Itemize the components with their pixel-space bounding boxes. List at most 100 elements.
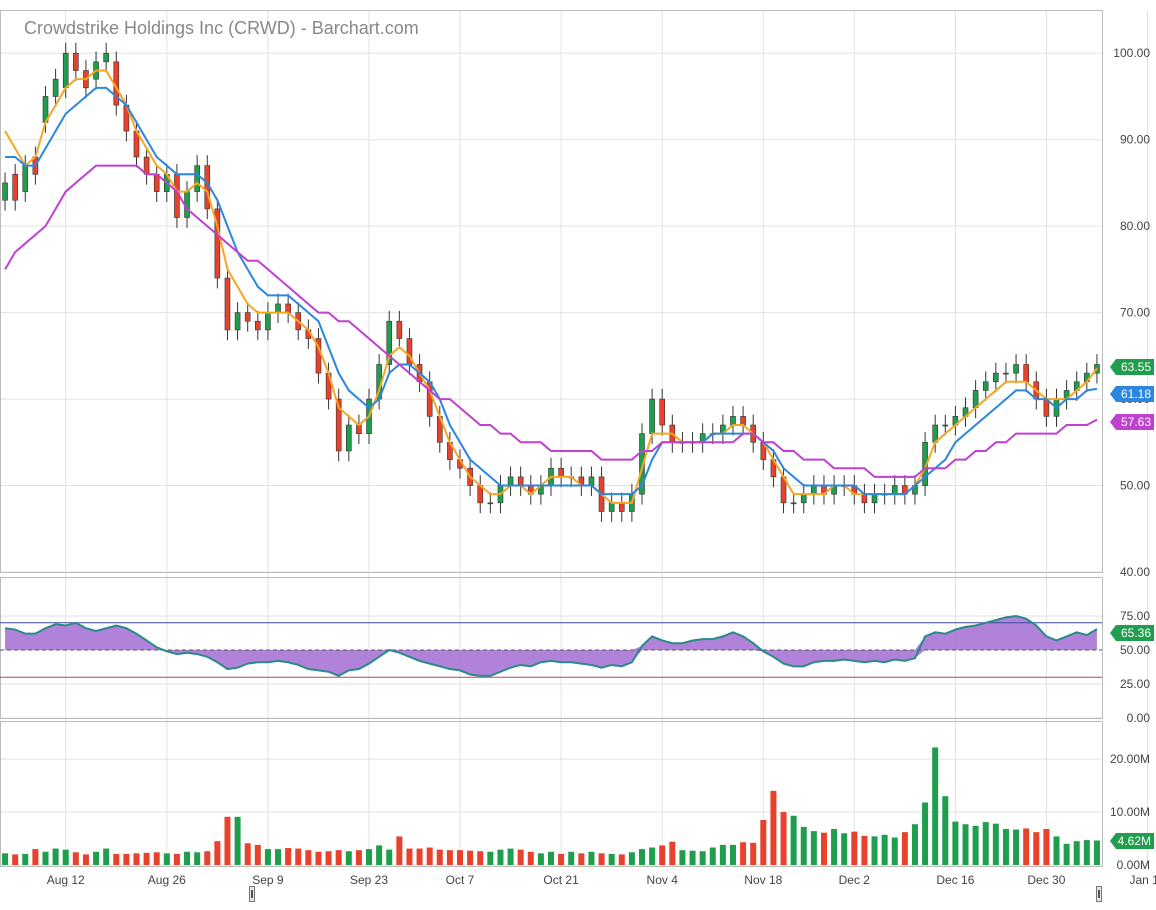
candle-body [618, 502, 625, 512]
x-tick-label: Dec 2 [839, 873, 871, 887]
ma-mid-tag-bg [1110, 386, 1154, 402]
price-panel [2, 42, 1100, 522]
volume-bar [224, 816, 231, 865]
volume-bar [477, 851, 484, 865]
volume-bar [103, 848, 110, 865]
volume-bar [153, 852, 160, 865]
volume-bar [264, 849, 271, 865]
volume-bar [173, 853, 180, 865]
volume-bar [800, 826, 807, 865]
volume-bar [588, 851, 595, 865]
candle-body [659, 398, 666, 426]
scroll-left-handle[interactable] [249, 886, 255, 902]
volume-bar [52, 848, 59, 865]
volume-bar [871, 836, 878, 865]
candle-body [2, 182, 8, 201]
volume-bar [163, 853, 170, 865]
candle-body [942, 424, 949, 427]
moving-average-line [5, 86, 1098, 496]
volume-bar [366, 849, 373, 865]
volume-bar [123, 853, 130, 865]
volume-bar [335, 850, 342, 865]
candle-body [224, 277, 231, 331]
volume-bar [1093, 840, 1100, 865]
candle-body [255, 320, 261, 331]
volume-bar [628, 852, 635, 865]
volume-bar [770, 790, 777, 865]
volume-bar [911, 824, 918, 865]
volume-bar [1033, 832, 1040, 865]
volume-bar [932, 747, 939, 865]
volume-bar [578, 853, 585, 865]
candle-body [861, 493, 868, 504]
x-tick-label: Nov 4 [647, 873, 679, 887]
volume-bar [244, 843, 251, 865]
x-tick-label: Sep 23 [350, 873, 388, 887]
x-tick-label: Jan 13 [1129, 873, 1156, 887]
volume-value-tag-bg [1110, 833, 1154, 849]
volume-bar [396, 836, 403, 865]
volume-bar [669, 841, 676, 865]
candle-body [1013, 364, 1019, 374]
ma-long-tag-bg [1110, 414, 1154, 430]
volume-bar [780, 812, 787, 865]
panel-frame [0, 721, 1103, 867]
candle-body [871, 493, 878, 504]
volume-bar [760, 819, 767, 865]
volume-bar [446, 850, 453, 865]
candle-body [1003, 372, 1009, 375]
volume-bar [810, 831, 817, 865]
candle-body [891, 485, 898, 495]
candle-body [52, 78, 59, 97]
x-tick-label: Oct 21 [543, 873, 579, 887]
grid [0, 10, 1148, 867]
volume-bar [982, 822, 989, 865]
volume-bar [113, 853, 120, 865]
volume-bar [254, 844, 261, 865]
last-price-tag: 63.55 [1121, 360, 1151, 374]
volume-bar [1023, 828, 1030, 865]
volume-bar [133, 853, 140, 865]
candle-body [811, 485, 817, 495]
volume-bar [184, 851, 191, 865]
axes: Aug 12 Aug 26 Sep 9 Sep 23 Oct 7 Oct 21 Nov 4 N… [47, 46, 1156, 887]
price-y-tick-label: 90.00 [1120, 133, 1150, 147]
volume-bar [598, 853, 605, 865]
rsi-y-tick-label: 50.00 [1120, 643, 1150, 657]
scroll-right-handle[interactable] [1096, 886, 1102, 902]
candle-body [588, 476, 595, 486]
price-y-tick-label: 100.00 [1113, 46, 1150, 60]
rsi-panel [0, 614, 1102, 678]
candle-body [517, 476, 524, 486]
volume-bar [305, 850, 312, 865]
volume-y-tick-label: 10.00M [1110, 805, 1150, 819]
volume-bar [548, 851, 554, 865]
volume-bar [1013, 829, 1020, 865]
volume-bar [568, 851, 575, 865]
x-tick-label: Dec 30 [1027, 873, 1065, 887]
candle-body [12, 173, 18, 201]
volume-bar [457, 850, 464, 865]
price-y-tick-label: 50.00 [1120, 479, 1150, 493]
volume-bar [1043, 828, 1050, 865]
candle-body [265, 312, 271, 331]
candle-body [487, 502, 494, 505]
volume-bar [32, 849, 39, 865]
rsi-value-tag: 65.36 [1121, 626, 1151, 640]
volume-bar [507, 848, 514, 865]
volume-bar [1073, 841, 1080, 865]
volume-bar [517, 849, 524, 865]
x-tick-label: Nov 18 [744, 873, 782, 887]
candle-body [993, 372, 999, 383]
candle-body [649, 398, 655, 434]
volume-bar [386, 849, 393, 865]
volume-value-tag: 4.62M [1118, 834, 1151, 848]
volume-bar [22, 853, 29, 865]
candle-body [103, 52, 109, 63]
volume-panel [2, 747, 1100, 865]
candle-body [275, 303, 281, 313]
ma-mid-tag: 61.18 [1121, 387, 1151, 401]
volume-bar [426, 847, 433, 865]
volume-bar [345, 851, 352, 865]
volume-bar [315, 851, 322, 865]
